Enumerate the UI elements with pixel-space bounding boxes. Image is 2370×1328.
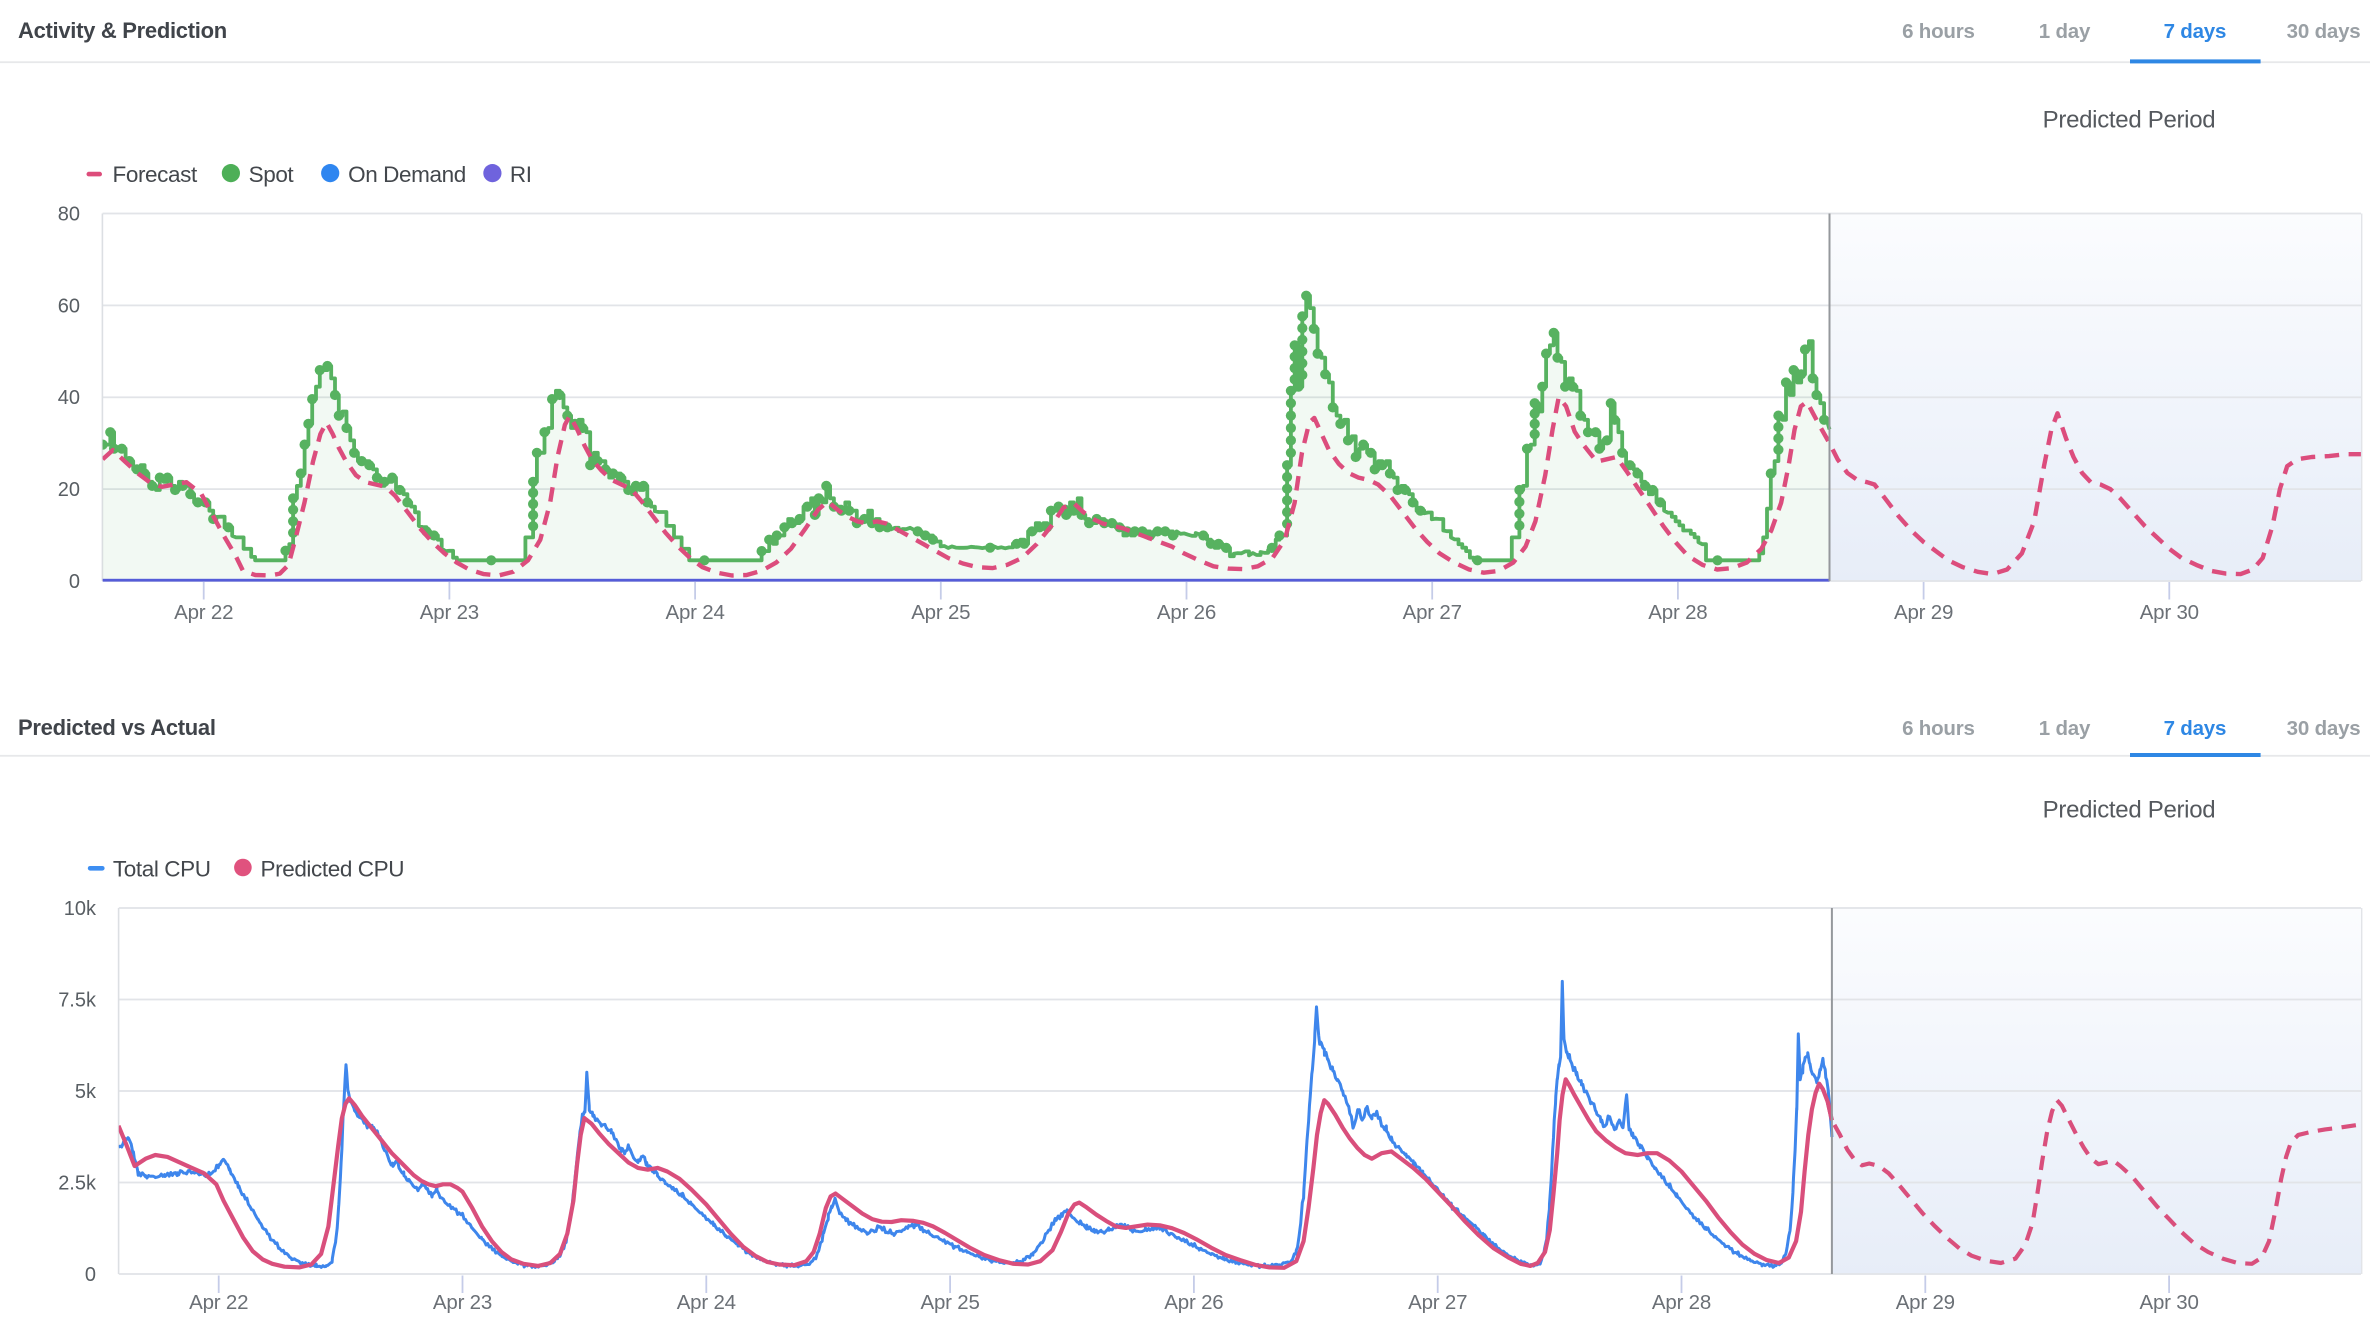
svg-text:Predicted vs Actual: Predicted vs Actual: [18, 715, 216, 740]
svg-text:On Demand: On Demand: [348, 162, 466, 187]
svg-text:60: 60: [58, 295, 80, 317]
svg-text:Apr 28: Apr 28: [1652, 1291, 1711, 1314]
svg-text:Apr 29: Apr 29: [1896, 1291, 1955, 1314]
svg-text:Apr 22: Apr 22: [174, 601, 233, 624]
svg-text:Apr 24: Apr 24: [665, 601, 724, 624]
svg-text:1 day: 1 day: [2039, 717, 2091, 740]
svg-text:6 hours: 6 hours: [1902, 717, 1975, 740]
svg-text:7 days: 7 days: [2164, 717, 2227, 740]
svg-text:20: 20: [58, 479, 80, 501]
svg-text:Apr 26: Apr 26: [1157, 601, 1216, 624]
svg-text:5k: 5k: [75, 1081, 97, 1103]
svg-text:Forecast: Forecast: [113, 162, 198, 187]
svg-text:Apr 27: Apr 27: [1403, 601, 1462, 624]
svg-text:7 days: 7 days: [2164, 20, 2227, 43]
svg-text:Predicted CPU: Predicted CPU: [261, 857, 405, 882]
svg-text:0: 0: [85, 1264, 96, 1286]
svg-text:Apr 29: Apr 29: [1894, 601, 1953, 624]
svg-text:1 day: 1 day: [2039, 20, 2091, 43]
svg-text:Predicted Period: Predicted Period: [2043, 107, 2216, 134]
svg-text:RI: RI: [510, 162, 532, 187]
svg-text:Apr 25: Apr 25: [920, 1291, 979, 1314]
svg-text:Activity & Prediction: Activity & Prediction: [18, 18, 227, 43]
svg-text:0: 0: [69, 571, 80, 593]
svg-text:Total CPU: Total CPU: [113, 857, 211, 882]
svg-text:Apr 27: Apr 27: [1408, 1291, 1467, 1314]
svg-text:10k: 10k: [64, 898, 97, 920]
svg-text:Apr 24: Apr 24: [677, 1291, 736, 1314]
svg-text:Predicted Period: Predicted Period: [2043, 797, 2216, 824]
svg-text:Apr 23: Apr 23: [420, 601, 479, 624]
svg-text:Apr 30: Apr 30: [2140, 601, 2199, 624]
svg-text:2.5k: 2.5k: [58, 1173, 97, 1195]
svg-text:40: 40: [58, 387, 80, 409]
svg-text:Apr 22: Apr 22: [189, 1291, 248, 1314]
svg-text:Apr 25: Apr 25: [911, 601, 970, 624]
svg-text:Apr 30: Apr 30: [2139, 1291, 2198, 1314]
svg-text:7.5k: 7.5k: [58, 990, 97, 1012]
svg-text:Apr 26: Apr 26: [1164, 1291, 1223, 1314]
svg-text:30 days: 30 days: [2287, 20, 2361, 43]
svg-text:30 days: 30 days: [2287, 717, 2361, 740]
svg-text:80: 80: [58, 204, 80, 226]
svg-text:Spot: Spot: [249, 162, 295, 187]
svg-text:6 hours: 6 hours: [1902, 20, 1975, 43]
svg-text:Apr 28: Apr 28: [1648, 601, 1707, 624]
svg-text:Apr 23: Apr 23: [433, 1291, 492, 1314]
